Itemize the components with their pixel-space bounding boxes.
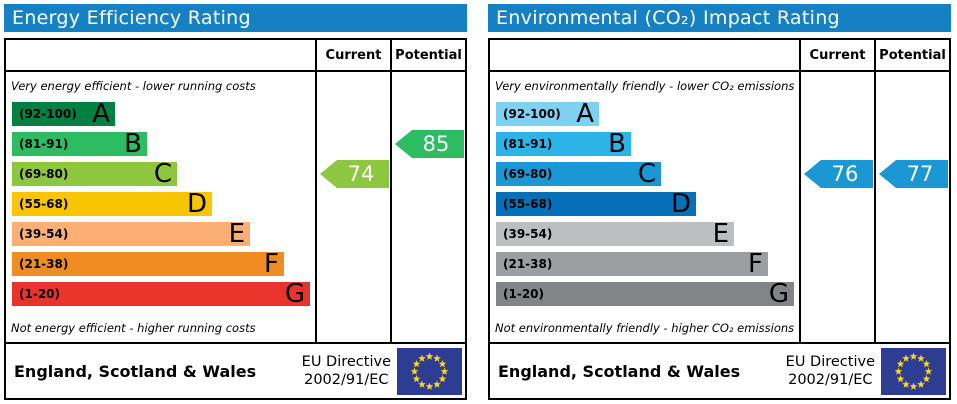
band-bar-b: (81-91) B: [12, 129, 147, 159]
co2-band-chart: Very environmentally friendly - lower CO…: [490, 72, 799, 342]
bottom-note: Not energy efficient - higher running co…: [11, 321, 256, 335]
current-rating-cell: 76: [799, 72, 874, 342]
eu-flag-icon: [881, 347, 946, 395]
band-bar-a: (92-100) A: [12, 99, 115, 129]
potential-column-header: Potential: [390, 40, 465, 72]
eu-directive-line2: 2002/91/EC: [304, 372, 389, 388]
energy-panel-title: Energy Efficiency Rating: [4, 4, 467, 32]
band-bar-e: (39-54) E: [496, 219, 734, 249]
band-row-f: (21-38) F: [490, 249, 799, 282]
band-range-label: (92-100): [503, 107, 561, 121]
band-row-d: (55-68) D: [490, 189, 799, 222]
eu-directive-label: EU Directive 2002/91/EC: [786, 353, 875, 389]
band-bar-g: (1-20) G: [496, 279, 794, 309]
band-bar-d: (55-68) D: [496, 189, 696, 219]
eu-directive-line2: 2002/91/EC: [788, 372, 873, 388]
band-range-label: (92-100): [19, 107, 77, 121]
band-letter: D: [186, 189, 207, 219]
band-row-a: (92-100) A: [490, 99, 799, 132]
band-row-b: (81-91) B: [490, 129, 799, 162]
current-rating-arrow: 74: [320, 160, 389, 188]
band-range-label: (21-38): [503, 257, 553, 271]
bottom-note: Not environmentally friendly - higher CO…: [495, 321, 795, 335]
band-bar-f: (21-38) F: [496, 249, 768, 279]
band-range-label: (81-91): [503, 137, 553, 151]
band-range-label: (81-91): [19, 137, 69, 151]
eu-directive-line1: EU Directive: [785, 353, 875, 370]
band-row-c: (69-80) C: [490, 159, 799, 192]
potential-rating-arrow: 85: [395, 130, 464, 158]
band-bar-d: (55-68) D: [12, 189, 212, 219]
band-row-e: (39-54) E: [490, 219, 799, 252]
co2-rating-table: Current Potential Very environmentally f…: [488, 38, 951, 400]
band-bar-b: (81-91) B: [496, 129, 631, 159]
potential-rating-value: 77: [906, 162, 934, 186]
region-label: England, Scotland & Wales: [498, 361, 741, 381]
current-rating-cell: 74: [315, 72, 390, 342]
band-row-a: (92-100) A: [6, 99, 315, 132]
top-note: Very energy efficient - lower running co…: [11, 79, 256, 93]
band-range-label: (69-80): [19, 167, 69, 181]
potential-rating-arrow: 77: [879, 160, 948, 188]
band-row-f: (21-38) F: [6, 249, 315, 282]
band-letter: C: [637, 159, 656, 189]
band-letter: B: [608, 129, 626, 159]
panel-footer: England, Scotland & Wales EU Directive 2…: [6, 342, 465, 398]
potential-column-header: Potential: [874, 40, 949, 72]
co2-impact-panel: Environmental (CO₂) Impact Rating Curren…: [488, 4, 951, 400]
band-range-label: (1-20): [19, 287, 60, 301]
band-range-label: (1-20): [503, 287, 544, 301]
current-column-header: Current: [315, 40, 390, 72]
current-column-header: Current: [799, 40, 874, 72]
band-letter: C: [153, 159, 172, 189]
band-letter: F: [748, 249, 763, 279]
band-letter: F: [264, 249, 279, 279]
potential-rating-cell: 77: [874, 72, 949, 342]
band-range-label: (39-54): [503, 227, 553, 241]
band-bar-e: (39-54) E: [12, 219, 250, 249]
panel-footer: England, Scotland & Wales EU Directive 2…: [490, 342, 949, 398]
co2-panel-title: Environmental (CO₂) Impact Rating: [488, 4, 951, 32]
band-row-g: (1-20) G: [490, 279, 799, 312]
energy-efficiency-panel: Energy Efficiency Rating Current Potenti…: [4, 4, 467, 400]
eu-directive-line1: EU Directive: [301, 353, 391, 370]
potential-rating-value: 85: [422, 132, 450, 156]
current-rating-value: 74: [347, 162, 375, 186]
header-spacer: [6, 40, 315, 72]
band-range-label: (39-54): [19, 227, 69, 241]
band-letter: E: [228, 219, 245, 249]
band-letter: A: [92, 99, 110, 129]
current-rating-value: 76: [831, 162, 859, 186]
band-letter: E: [712, 219, 729, 249]
eu-flag-icon: [397, 347, 462, 395]
band-letter: D: [670, 189, 691, 219]
band-bar-c: (69-80) C: [12, 159, 177, 189]
header-spacer: [490, 40, 799, 72]
band-row-c: (69-80) C: [6, 159, 315, 192]
band-bar-a: (92-100) A: [496, 99, 599, 129]
band-range-label: (69-80): [503, 167, 553, 181]
band-letter: G: [768, 279, 789, 309]
band-bar-f: (21-38) F: [12, 249, 284, 279]
band-range-label: (21-38): [19, 257, 69, 271]
current-rating-arrow: 76: [804, 160, 873, 188]
band-row-b: (81-91) B: [6, 129, 315, 162]
energy-band-chart: Very energy efficient - lower running co…: [6, 72, 315, 342]
band-range-label: (55-68): [503, 197, 553, 211]
band-letter: G: [284, 279, 305, 309]
band-bar-c: (69-80) C: [496, 159, 661, 189]
region-label: England, Scotland & Wales: [14, 361, 257, 381]
band-range-label: (55-68): [19, 197, 69, 211]
potential-rating-cell: 85: [390, 72, 465, 342]
band-row-g: (1-20) G: [6, 279, 315, 312]
band-row-e: (39-54) E: [6, 219, 315, 252]
energy-rating-table: Current Potential Very energy efficient …: [4, 38, 467, 400]
band-row-d: (55-68) D: [6, 189, 315, 222]
band-letter: B: [124, 129, 142, 159]
band-bar-g: (1-20) G: [12, 279, 310, 309]
top-note: Very environmentally friendly - lower CO…: [495, 79, 795, 93]
band-letter: A: [576, 99, 594, 129]
eu-directive-label: EU Directive 2002/91/EC: [302, 353, 391, 389]
